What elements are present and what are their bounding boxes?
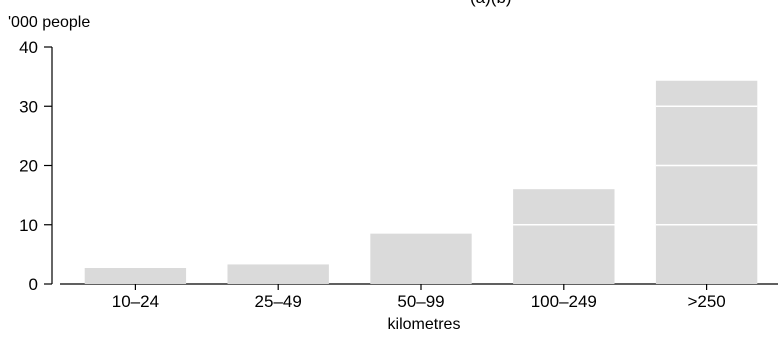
bar	[655, 80, 758, 285]
y-tick-label: 0	[29, 275, 38, 294]
y-axis-label: '000 people	[8, 14, 91, 31]
bar	[227, 264, 329, 284]
x-axis-label: kilometres	[387, 316, 461, 333]
x-tick-label: 10–24	[112, 292, 159, 311]
x-tick-label: 25–49	[255, 292, 302, 311]
y-tick-label: 10	[19, 216, 38, 235]
x-tick-label: 50–99	[397, 292, 444, 311]
x-tick-label: 100–249	[531, 292, 597, 311]
bar	[513, 189, 615, 284]
chart-title: (a)(b)	[470, 0, 512, 8]
bar	[84, 268, 187, 284]
bar	[370, 233, 472, 284]
y-tick-label: 20	[19, 157, 38, 176]
x-tick-label: >250	[687, 292, 725, 311]
y-tick-label: 40	[19, 38, 38, 57]
y-tick-label: 30	[19, 97, 38, 116]
